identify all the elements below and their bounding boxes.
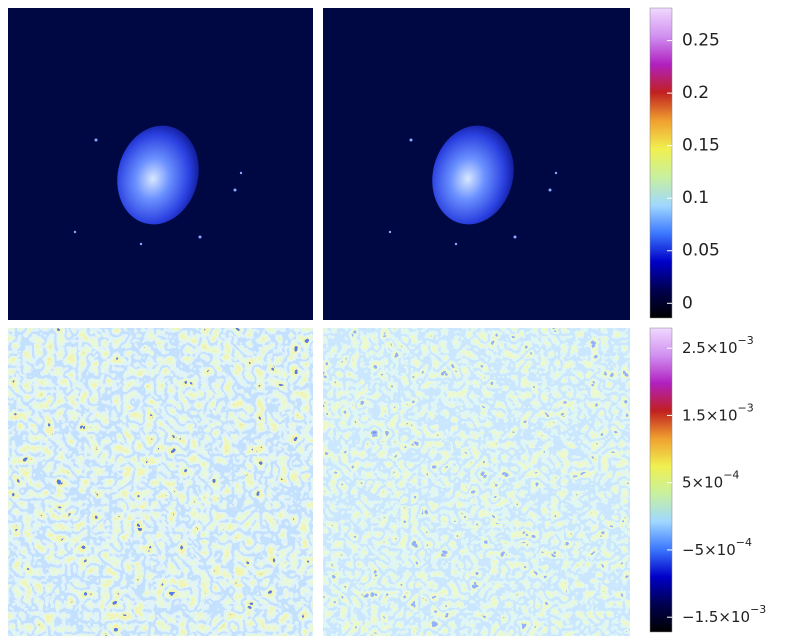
tick-mantissa: 1.5×10 bbox=[682, 406, 738, 424]
tick-mantissa: 2.5×10 bbox=[682, 339, 738, 357]
figure: 00.050.10.150.20.25−1.5×10−3−5×10−45×10−… bbox=[0, 0, 788, 640]
colorbar-tick-label: 0.1 bbox=[682, 188, 709, 208]
panel-bottom-left bbox=[8, 328, 313, 636]
colorbar-tick-label: 2.5×10−3 bbox=[682, 334, 754, 357]
tick-exponent: −3 bbox=[750, 603, 766, 616]
tick-mantissa: −1.5×10 bbox=[682, 608, 750, 626]
colorbar-tick-label: 0.05 bbox=[682, 241, 720, 261]
colorbar bbox=[650, 8, 672, 318]
colorbar-tick-label: 5×10−4 bbox=[682, 469, 739, 492]
tick-mantissa: −5×10 bbox=[682, 540, 736, 558]
panel-top-left bbox=[8, 8, 313, 320]
panel-bottom-right bbox=[323, 328, 630, 636]
colorbar bbox=[650, 328, 672, 632]
tick-exponent: −4 bbox=[736, 536, 752, 549]
colorbar-tick-label: 0 bbox=[682, 293, 693, 313]
colorbar-tick-label: 1.5×10−3 bbox=[682, 401, 754, 424]
colorbar-tick-label: 0.25 bbox=[682, 31, 720, 51]
colorbar-tick-label: 0.2 bbox=[682, 83, 709, 103]
colorbar-tick-label: 0.15 bbox=[682, 136, 720, 156]
colorbar-tick-label: −5×10−4 bbox=[682, 536, 752, 559]
tick-mantissa: 5×10 bbox=[682, 473, 723, 491]
colorbar-tick-label: −1.5×10−3 bbox=[682, 603, 766, 626]
tick-exponent: −4 bbox=[723, 469, 739, 482]
tick-exponent: −3 bbox=[738, 401, 754, 414]
panel-top-right bbox=[323, 8, 630, 320]
tick-exponent: −3 bbox=[738, 334, 754, 347]
